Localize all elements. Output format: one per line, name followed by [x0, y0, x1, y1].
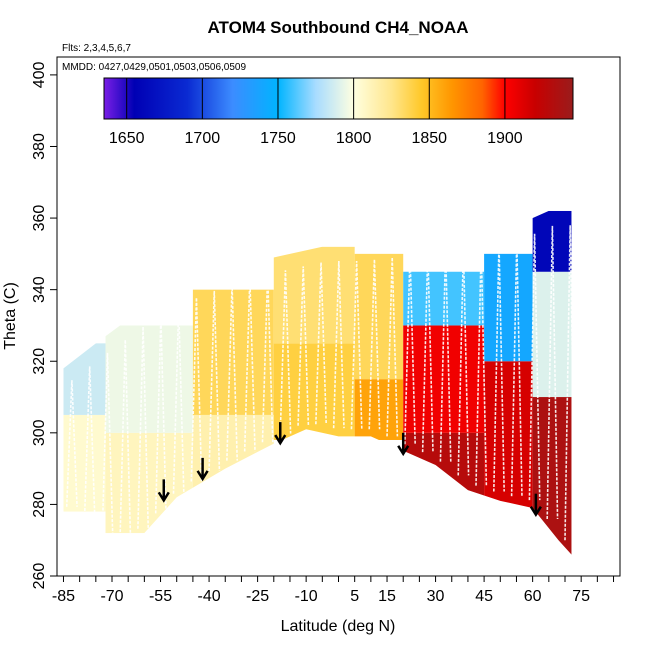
colorbar-tick-label: 1850 [411, 130, 447, 147]
colorbar-tick-label: 1800 [336, 130, 372, 147]
profile-arrows [157, 422, 542, 518]
x-tick-label: -10 [295, 588, 318, 605]
field-cell [354, 253, 404, 380]
y-tick-label: 380 [31, 133, 48, 160]
field-cell [63, 343, 106, 415]
y-axis-label: Theta (C) [2, 282, 19, 350]
profile-arrow [274, 422, 287, 446]
profile-arrow [157, 479, 170, 503]
chart-title: ATOM4 Southbound CH4_NOAA [208, 18, 469, 37]
colorbar-gradient [103, 77, 574, 120]
y-tick-label: 340 [31, 276, 48, 303]
y-tick-label: 320 [31, 348, 48, 375]
x-tick-label: 45 [475, 588, 493, 605]
field-cell [273, 246, 355, 344]
x-axis-label: Latitude (deg N) [281, 618, 396, 635]
x-tick-label: -85 [52, 588, 75, 605]
field-cell [63, 414, 106, 512]
dates-note: MMDD: 0427,0429,0501,0503,0506,0509 [62, 62, 246, 73]
colorbar-tick-label: 1650 [109, 130, 145, 147]
x-tick-label: 15 [378, 588, 396, 605]
x-tick-label: -40 [198, 588, 221, 605]
y-tick-label: 400 [31, 61, 48, 88]
colorbar-tick-label: 1700 [185, 130, 221, 147]
profile-arrow [529, 493, 542, 518]
y-tick-label: 300 [31, 419, 48, 446]
heatmap-field [63, 210, 572, 559]
colorbar: 1650 1700 1750 1800 1850 1900 [103, 77, 574, 147]
y-tick-label: 260 [31, 563, 48, 590]
field-cell [403, 432, 485, 512]
x-axis: -85 -70 -55 -40 -25 -10 5 15 30 45 60 75 [52, 576, 615, 605]
profile-arrow [397, 432, 410, 457]
x-tick-label: -55 [149, 588, 172, 605]
y-tick-label: 280 [31, 491, 48, 518]
field-cell [484, 361, 533, 512]
x-tick-label: -25 [246, 588, 269, 605]
x-tick-label: 30 [427, 588, 445, 605]
x-tick-label: -70 [100, 588, 123, 605]
y-axis: 260 280 300 320 340 360 380 400 [31, 61, 57, 589]
profile-arrow [196, 457, 209, 482]
flight-trace-path [65, 225, 577, 541]
field-cell [192, 414, 274, 498]
field-cell [532, 271, 572, 398]
x-tick-label: 75 [572, 588, 590, 605]
x-tick-label: 5 [350, 588, 359, 605]
colorbar-tick-label: 1750 [260, 130, 296, 147]
field-cell [484, 253, 533, 362]
y-tick-label: 360 [31, 205, 48, 232]
x-tick-label: 60 [524, 588, 542, 605]
colorbar-tick-label: 1900 [487, 130, 523, 147]
flight-traces [65, 225, 577, 541]
field-cell [105, 432, 193, 534]
flights-note: Flts: 2,3,4,5,6,7 [62, 43, 131, 54]
field-cell [403, 325, 485, 433]
